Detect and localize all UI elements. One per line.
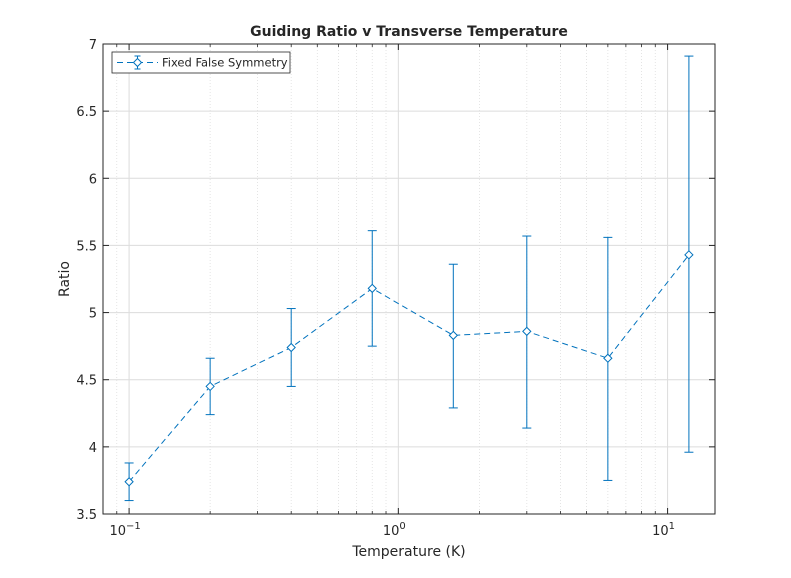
y-tick-label: 4.5 (76, 374, 97, 389)
legend-marker-diamond (132, 57, 143, 68)
y-tick-label: 5 (89, 307, 97, 322)
y-tick-label: 6 (89, 172, 97, 187)
data-point-marker (205, 381, 215, 392)
x-tick-label: 100 (383, 521, 406, 539)
series-line (128, 254, 690, 483)
chart-title: Guiding Ratio v Transverse Temperature (250, 24, 568, 40)
y-tick-label: 5.5 (76, 239, 97, 254)
x-tick-label: 101 (652, 521, 675, 539)
x-tick-label: 10−1 (109, 521, 140, 539)
data-point-marker (684, 250, 694, 260)
y-tick-label: 6.5 (76, 105, 97, 120)
y-tick-label: 4 (89, 441, 97, 456)
y-tick-label: 7 (89, 38, 97, 53)
legend-box (111, 51, 291, 74)
data-point-marker (124, 477, 134, 487)
x-axis-label: Temperature (K) (351, 544, 465, 560)
plot-area (103, 44, 715, 514)
axes-box (102, 43, 716, 515)
data-point-marker (603, 353, 613, 363)
legend-label: Fixed False Symmetry (162, 56, 288, 70)
data-point-marker (286, 342, 296, 353)
data-point-marker (367, 283, 377, 294)
tick-layer: 10−1 100 101 3.5 4 4.5 5 5.5 6 6.5 7 (76, 38, 715, 539)
data-point-marker (448, 330, 459, 341)
y-tick-label: 3.5 (76, 508, 97, 523)
series-layer (124, 55, 694, 502)
legend: Fixed False Symmetry (111, 51, 291, 74)
y-axis-label: Ratio (57, 261, 73, 297)
data-point-marker (522, 326, 532, 337)
